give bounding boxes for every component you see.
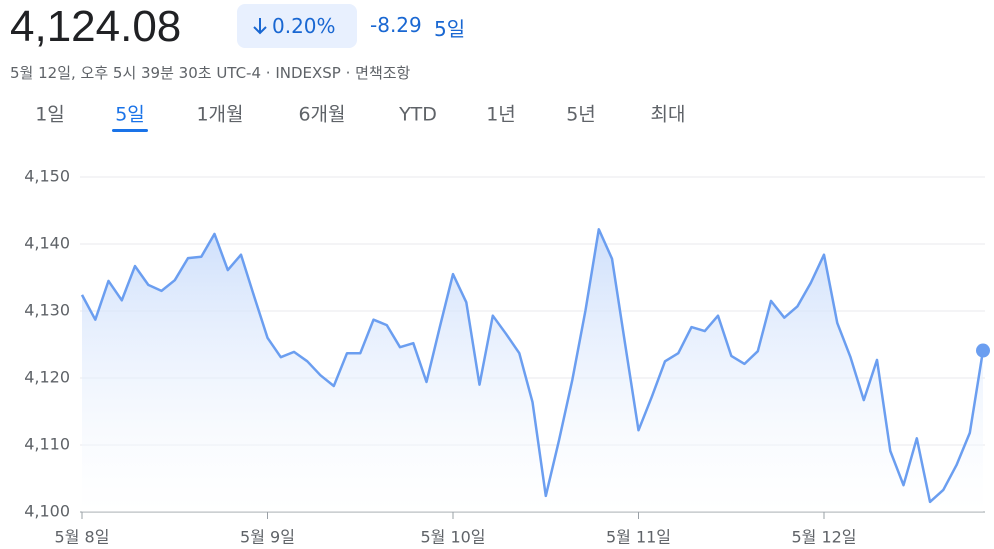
y-tick-label: 4,130 xyxy=(24,301,70,320)
x-tick-label: 5월 9일 xyxy=(240,528,295,547)
timestamp: 5월 12일, 오후 5시 39분 30초 UTC-4 · INDEXSP · … xyxy=(10,64,411,82)
selected-tab-indicator xyxy=(112,129,148,132)
range-tab[interactable]: 최대 xyxy=(651,104,686,126)
price: 4,124.08 xyxy=(10,2,182,51)
range-tab[interactable]: 5일 xyxy=(115,104,145,126)
range-tab[interactable]: 5년 xyxy=(566,104,596,126)
change-percent: 0.20% xyxy=(272,14,336,38)
y-tick-label: 4,150 xyxy=(24,167,70,186)
y-tick-label: 4,100 xyxy=(24,502,70,521)
price-line xyxy=(80,228,985,504)
y-tick-label: 4,140 xyxy=(24,234,70,253)
x-tick-label: 5월 11일 xyxy=(606,528,671,547)
x-tick-label: 5월 12일 xyxy=(791,528,856,547)
y-tick-label: 4,120 xyxy=(24,368,70,387)
range-tab[interactable]: 1년 xyxy=(486,104,516,126)
x-tick-label: 5월 10일 xyxy=(420,528,485,547)
change-value: -8.29 xyxy=(370,13,422,37)
range-tab[interactable]: 1개월 xyxy=(196,104,243,126)
last-point xyxy=(976,343,990,358)
range-tab[interactable]: YTD xyxy=(398,104,437,126)
down-arrow-icon xyxy=(253,18,267,35)
x-tick-label: 5월 8일 xyxy=(55,528,110,547)
range-tab[interactable]: 1일 xyxy=(35,104,65,126)
change-badge xyxy=(237,4,357,48)
range-tab[interactable]: 6개월 xyxy=(298,104,345,126)
change-period: 5일 xyxy=(434,17,466,41)
area-fill xyxy=(82,229,983,513)
y-tick-label: 4,110 xyxy=(24,435,70,454)
